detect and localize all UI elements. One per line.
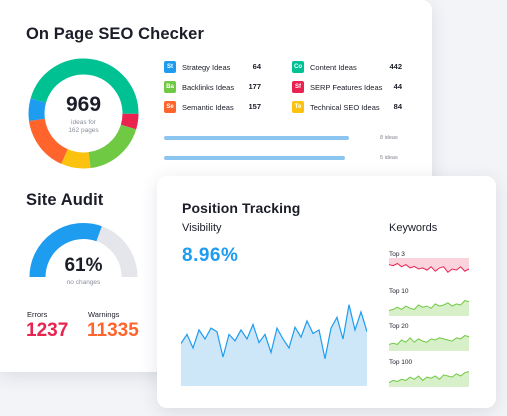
visibility-line	[181, 304, 367, 359]
legend-label: SERP Features Ideas	[310, 82, 383, 92]
errors-value[interactable]: 1237	[26, 320, 69, 341]
visibility-area-chart	[181, 304, 367, 386]
keyword-top-10-label: Top 10	[389, 288, 409, 295]
content-badge: Co	[292, 61, 304, 73]
keyword-top-3-sparkline	[389, 258, 469, 274]
legend-label: Strategy Ideas	[182, 62, 231, 72]
keyword-top-3-label: Top 3	[389, 251, 405, 258]
legend-item-serp-features[interactable]: Sf SERP Features Ideas	[292, 80, 382, 94]
site-audit-gauge	[29, 223, 138, 278]
semantic-badge: Se	[164, 101, 176, 113]
legend-value: 442	[389, 62, 402, 71]
sparkline-fill	[389, 371, 469, 387]
strategy-badge: St	[164, 61, 176, 73]
ideas-sub-line2: 162 pages	[68, 127, 99, 134]
site-audit-title: Site Audit	[26, 191, 104, 209]
donut-slice-content-ideas[interactable]	[30, 58, 139, 115]
site-health-sub: no changes	[66, 279, 101, 286]
legend-item-content[interactable]: Co Content Ideas	[292, 60, 357, 74]
ideas-bar-label: 8 ideas	[380, 135, 398, 141]
technical-seo-badge: Te	[292, 101, 304, 113]
warnings-value[interactable]: 11335	[87, 320, 139, 341]
errors-label: Errors	[27, 310, 48, 319]
ideas-total-sub: ideas for 162 pages	[26, 119, 141, 135]
sparkline-line	[389, 335, 469, 345]
legend-value: 64	[252, 62, 261, 71]
donut-slice-serp-features-ideas[interactable]	[120, 113, 139, 130]
sparkline-fill	[389, 258, 469, 273]
legend-label: Backlinks Ideas	[182, 82, 235, 92]
keyword-top-100-label: Top 100	[389, 359, 413, 366]
donut-center: 969 ideas for 162 pages	[26, 56, 141, 171]
legend-label: Semantic Ideas	[182, 102, 234, 112]
gauge-fill	[29, 223, 102, 278]
donut-slice-technical-seo-ideas[interactable]	[61, 149, 91, 169]
legend-value: 177	[248, 82, 261, 91]
serp-features-badge: Sf	[292, 81, 304, 93]
legend-item-semantic[interactable]: Se Semantic Ideas	[164, 100, 234, 114]
seo-checker-title: On Page SEO Checker	[26, 25, 204, 43]
warnings-label: Warnings	[88, 310, 120, 319]
legend-label: Content Ideas	[310, 62, 357, 72]
backlinks-badge: Ba	[164, 81, 176, 93]
visibility-area-fill	[181, 304, 367, 386]
position-tracking-title: Position Tracking	[182, 200, 301, 216]
ideas-bar	[164, 136, 349, 140]
ideas-total: 969	[65, 93, 102, 116]
sparkline-line	[389, 371, 469, 384]
donut-slice-strategy-ideas[interactable]	[28, 98, 47, 121]
donut-slice-backlinks-ideas[interactable]	[88, 124, 137, 169]
site-health-percent: 61%	[64, 255, 103, 276]
keyword-top-20-sparkline	[389, 335, 469, 351]
legend-item-strategy[interactable]: St Strategy Ideas	[164, 60, 230, 74]
ideas-donut-chart	[28, 58, 139, 169]
ideas-bar-label: 5 ideas	[380, 155, 398, 161]
legend-item-backlinks[interactable]: Ba Backlinks Ideas	[164, 80, 234, 94]
keyword-top-100-sparkline	[389, 371, 469, 387]
keyword-top-20-label: Top 20	[389, 323, 409, 330]
keyword-top-10-sparkline	[389, 300, 469, 316]
legend-label: Technical SEO Ideas	[310, 102, 380, 112]
keywords-label: Keywords	[389, 222, 438, 234]
donut-slice-semantic-ideas[interactable]	[29, 118, 69, 164]
visibility-value: 8.96%	[182, 245, 239, 266]
legend-value: 157	[248, 102, 261, 111]
sparkline-fill	[389, 300, 469, 316]
sparkline-line	[389, 262, 469, 274]
ideas-sub-line1: ideas for	[71, 119, 96, 126]
visibility-label: Visibility	[182, 222, 222, 234]
legend-value: 44	[393, 82, 402, 91]
legend-value: 84	[393, 102, 402, 111]
legend-item-technical-seo[interactable]: Te Technical SEO Ideas	[292, 100, 380, 114]
sparkline-line	[389, 300, 469, 311]
ideas-bar	[164, 156, 346, 160]
